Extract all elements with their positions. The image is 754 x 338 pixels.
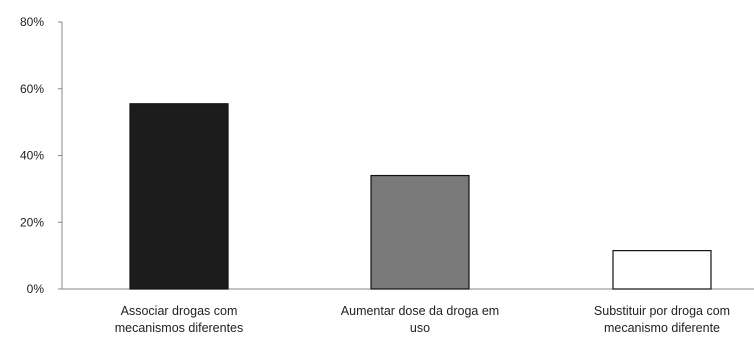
bar xyxy=(370,174,470,290)
x-category-label: Associar drogas com mecanismos diferentes xyxy=(115,304,244,335)
bar xyxy=(129,103,229,290)
x-category-label: Aumentar dose da droga em uso xyxy=(341,304,499,335)
y-tick-label: 40% xyxy=(20,149,44,163)
y-tick-label: 60% xyxy=(20,82,44,96)
y-tick-label: 0% xyxy=(27,282,45,296)
y-axis-ticks: 0% 20% 40% 60% 80% xyxy=(20,15,62,296)
y-tick-label: 80% xyxy=(20,15,44,29)
category-labels: Associar drogas com mecanismos diferentes… xyxy=(115,304,730,335)
bar xyxy=(612,250,712,290)
x-category-label: Substituir por droga com mecanismo difere… xyxy=(594,304,730,335)
bars xyxy=(129,103,712,290)
y-tick-label: 20% xyxy=(20,215,44,229)
